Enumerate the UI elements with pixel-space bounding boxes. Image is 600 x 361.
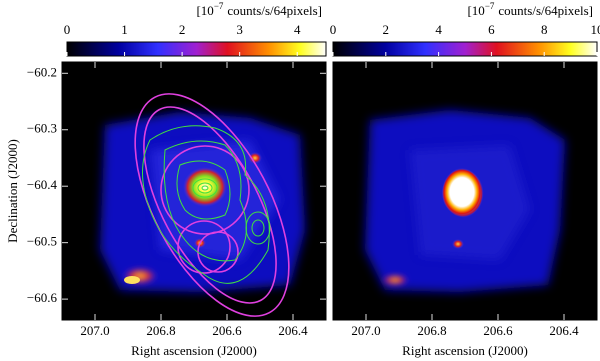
image-right xyxy=(365,110,565,292)
colorbar-label-exponent: −7 xyxy=(485,1,495,11)
colorbar-label: [10−7 counts/s/64pixels] xyxy=(196,1,322,18)
colorbar-label-rest: counts/s/64pixels] xyxy=(227,3,322,18)
colorbar-label-rest: counts/s/64pixels] xyxy=(498,3,593,18)
y-tick-label: −60.4 xyxy=(27,177,58,192)
axes-frame xyxy=(61,61,327,321)
x-tick-label: 206.4 xyxy=(278,323,308,338)
colorbar-tick-label: 10 xyxy=(591,22,600,37)
x-tick-label: 206.6 xyxy=(483,323,513,338)
y-tick-label: −60.2 xyxy=(27,64,57,79)
colorbar-tick-label: 2 xyxy=(383,22,390,37)
x-tick-label: 207.0 xyxy=(80,323,109,338)
colorbar-tick-label: 6 xyxy=(488,22,495,37)
colorbar-tick-label: 4 xyxy=(294,22,301,37)
colorbar-tick-label: 0 xyxy=(64,22,71,37)
x-tick-label: 206.6 xyxy=(212,323,242,338)
colorbar-label-base: [10 xyxy=(467,3,484,18)
y-axis-label: Declination (J2000) xyxy=(5,139,20,243)
x-tick-label: 206.4 xyxy=(549,323,579,338)
y-tick-label: −60.3 xyxy=(27,121,57,136)
y-tick-label: −60.6 xyxy=(27,290,58,305)
colorbar xyxy=(66,41,327,57)
colorbar-label-base: [10 xyxy=(196,3,213,18)
axes-frame xyxy=(332,61,598,321)
y-tick-label: −60.5 xyxy=(27,234,57,249)
colorbar-label: [10−7 counts/s/64pixels] xyxy=(467,1,593,18)
image-left xyxy=(100,93,305,317)
x-tick-label: 207.0 xyxy=(351,323,380,338)
colorbar xyxy=(332,41,598,57)
x-axis-label: Right ascension (J2000) xyxy=(131,343,257,358)
colorbar-tick-label: 0 xyxy=(330,22,337,37)
x-tick-label: 206.8 xyxy=(146,323,175,338)
colorbar-tick-label: 3 xyxy=(236,22,243,37)
colorbar-tick-label: 4 xyxy=(435,22,442,37)
colorbar-tick-label: 1 xyxy=(121,22,128,37)
colorbar-tick-label: 8 xyxy=(541,22,548,37)
x-tick-label: 206.8 xyxy=(417,323,446,338)
x-axis-label: Right ascension (J2000) xyxy=(402,343,528,358)
colorbar-label-exponent: −7 xyxy=(214,1,224,11)
colorbar-tick-label: 2 xyxy=(179,22,186,37)
